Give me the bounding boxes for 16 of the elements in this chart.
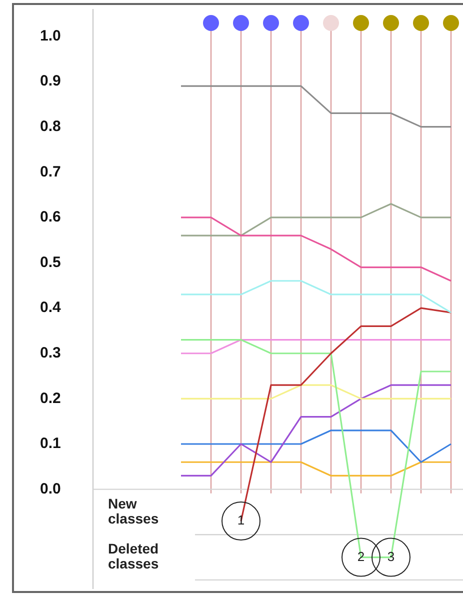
y-tick-label: 0.8 [40,118,61,135]
annotation: 2 [357,548,365,564]
y-tick-label: 0.9 [40,72,61,90]
y-tick-label: 0.1 [40,435,61,452]
annotation: 3 [387,548,395,564]
y-tick-label: 0.0 [40,480,61,498]
y-tick-label: 0.4 [40,299,62,316]
y-tick-label: 0.2 [40,390,61,407]
annotation: 1 [237,512,245,528]
y-tick-label: 1.0 [40,27,61,44]
y-tick-label: 0.5 [40,254,61,271]
y-tick-label: 0.7 [40,163,61,180]
y-tick-label: 0.6 [40,208,61,226]
text: Deleted classes [108,540,159,572]
y-tick-label: 0.3 [40,344,61,362]
text: New classes [108,495,159,526]
